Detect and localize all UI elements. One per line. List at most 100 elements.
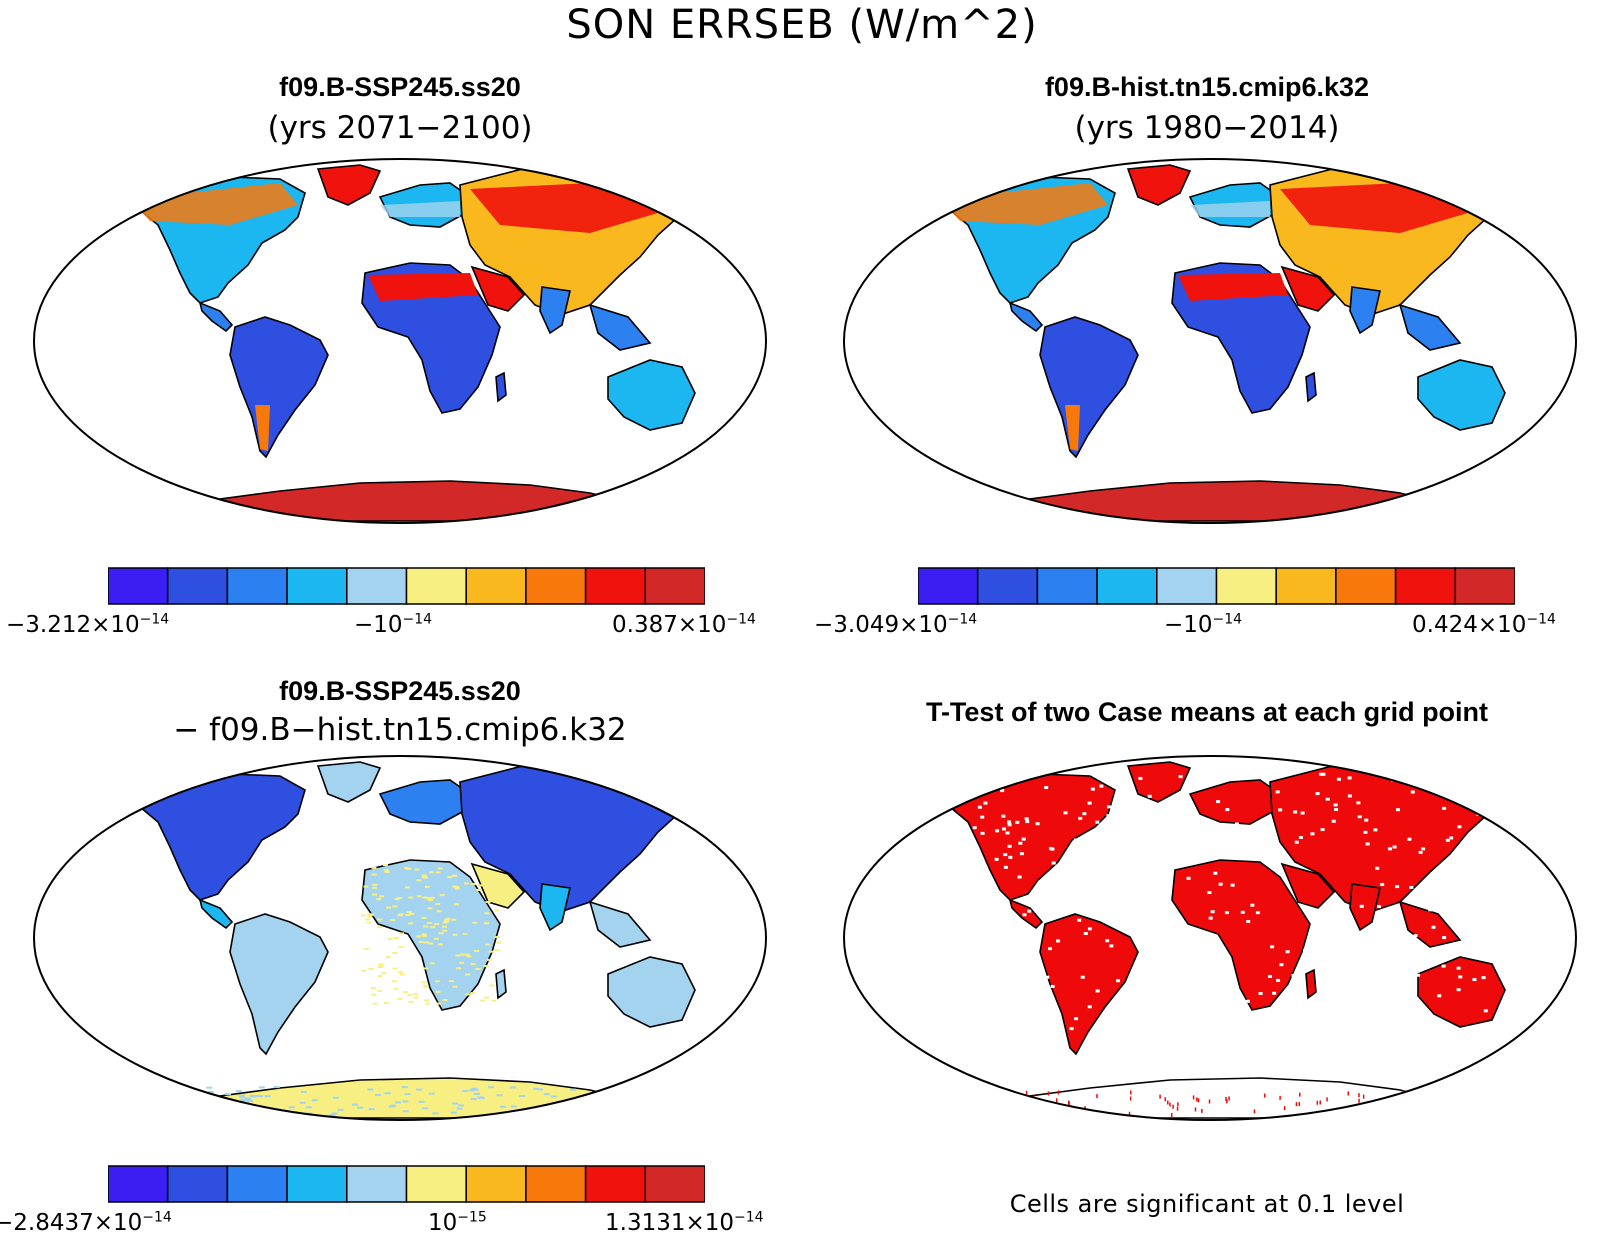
panel-title-case2: f09.B-hist.tn15.cmip6.k32 <box>1044 72 1370 102</box>
map-case2 <box>843 158 1577 524</box>
colorbar-swatch <box>405 1165 467 1203</box>
panel-title-case1: f09.B-SSP245.ss20 <box>279 72 521 102</box>
land-central <box>198 898 234 930</box>
colorbar-mid-label-case1: −10−14 <box>354 611 433 638</box>
land-namerica <box>123 773 306 901</box>
colorbar-swatch <box>226 567 288 605</box>
land-greenland <box>1126 164 1192 206</box>
colorbar-min-label-case1: −3.212×10−14 <box>6 611 170 638</box>
colorbar-swatch <box>644 1165 705 1203</box>
map-frame <box>843 158 1577 524</box>
panel-title-ttest: T-Test of two Case means at each grid po… <box>925 697 1489 727</box>
land-india <box>539 883 571 932</box>
land-africa <box>1171 859 1311 1011</box>
land-arabia <box>470 265 526 312</box>
land-antarctica <box>187 1077 634 1119</box>
colorbar-swatch <box>1156 567 1218 605</box>
colorbar-swatch <box>525 567 587 605</box>
land-arabia <box>470 862 526 909</box>
land-africa <box>361 262 501 414</box>
land-antarctica <box>997 1077 1444 1119</box>
colorbar-swatch <box>226 1165 288 1203</box>
land-madagascar <box>1305 371 1317 403</box>
land-samerica <box>1039 316 1139 459</box>
colorbar-swatch <box>976 567 1039 605</box>
colorbar-max-label-diff: 1.3131×10−14 <box>605 1209 764 1236</box>
panel-subtitle-diff: − f09.B−hist.tn15.cmip6.k32 <box>173 712 627 748</box>
colorbar-mid-label-diff: 10−15 <box>428 1209 487 1236</box>
colorbar-case1 <box>108 567 705 605</box>
colorbar-swatch <box>584 1165 647 1203</box>
map-frame <box>33 755 767 1121</box>
land-central <box>198 301 234 333</box>
colorbar-swatch <box>286 567 348 605</box>
panel-subtitle-case1: (yrs 2071−2100) <box>267 110 533 146</box>
panel-subtitle-case2: (yrs 1980−2014) <box>1074 110 1340 146</box>
land-madagascar <box>495 968 507 1000</box>
colorbar-max-label-case2: 0.424×10−14 <box>1412 611 1556 638</box>
land-greenland <box>1126 761 1192 803</box>
panel-title-diff: f09.B-SSP245.ss20 <box>279 676 521 706</box>
land-namerica <box>933 773 1116 901</box>
colorbar-swatch <box>166 1165 229 1203</box>
colorbar-swatch <box>465 567 527 605</box>
land-africa <box>1171 262 1311 414</box>
colorbar-swatch <box>918 567 979 605</box>
colorbar-swatch <box>1335 567 1397 605</box>
colorbar-max-label-case1: 0.387×10−14 <box>612 611 756 638</box>
significance-footnote: Cells are significant at 0.1 level <box>1009 1190 1405 1218</box>
figure-title: SON ERRSEB (W/m^2) <box>566 2 1038 48</box>
map-frame <box>843 755 1577 1121</box>
colorbar-swatch <box>108 1165 169 1203</box>
colorbar-min-label-diff: −2.8437×10−14 <box>0 1209 172 1236</box>
land-india <box>539 286 571 335</box>
map-frame <box>33 158 767 524</box>
land-arabia <box>1280 265 1336 312</box>
land-seasia <box>588 303 652 351</box>
land-australia <box>607 359 696 431</box>
colorbar-case2 <box>918 567 1515 605</box>
map-diff <box>33 755 767 1121</box>
land-arabia <box>1280 862 1336 909</box>
land-madagascar <box>495 371 507 403</box>
land-europe <box>1188 779 1281 825</box>
land-madagascar <box>1305 968 1317 1000</box>
land-greenland <box>316 164 382 206</box>
land-central <box>1008 301 1044 333</box>
colorbar-swatch <box>286 1165 348 1203</box>
land-antarctica <box>187 480 634 522</box>
land-samerica <box>1039 913 1139 1056</box>
map-ttest <box>843 755 1577 1121</box>
land-samerica <box>229 316 329 459</box>
colorbar-swatch <box>1454 567 1515 605</box>
land-antarctica <box>997 480 1444 522</box>
land-europe <box>378 779 471 825</box>
land-seasia <box>1398 303 1462 351</box>
colorbar-swatch <box>584 567 647 605</box>
colorbar-swatch <box>346 1165 408 1203</box>
colorbar-swatch <box>405 567 467 605</box>
land-samerica <box>229 913 329 1056</box>
land-seasia <box>1398 900 1462 948</box>
colorbar-swatch <box>1394 567 1457 605</box>
land-india <box>1349 286 1381 335</box>
colorbar-swatch <box>1096 567 1158 605</box>
colorbar-swatch <box>1215 567 1277 605</box>
land-australia <box>607 956 696 1028</box>
colorbar-swatch <box>1036 567 1098 605</box>
land-australia <box>1417 359 1506 431</box>
colorbar-swatch <box>346 567 408 605</box>
colorbar-swatch <box>108 567 169 605</box>
colorbar-swatch <box>1275 567 1337 605</box>
colorbar-mid-label-case2: −10−14 <box>1164 611 1243 638</box>
colorbar-min-label-case2: −3.049×10−14 <box>814 611 978 638</box>
land-seasia <box>588 900 652 948</box>
colorbar-diff <box>108 1165 705 1203</box>
land-australia <box>1417 956 1506 1028</box>
colorbar-swatch <box>525 1165 587 1203</box>
land-greenland <box>316 761 382 803</box>
colorbar-swatch <box>644 567 705 605</box>
colorbar-swatch <box>465 1165 527 1203</box>
colorbar-swatch <box>166 567 229 605</box>
land-india <box>1349 883 1381 932</box>
